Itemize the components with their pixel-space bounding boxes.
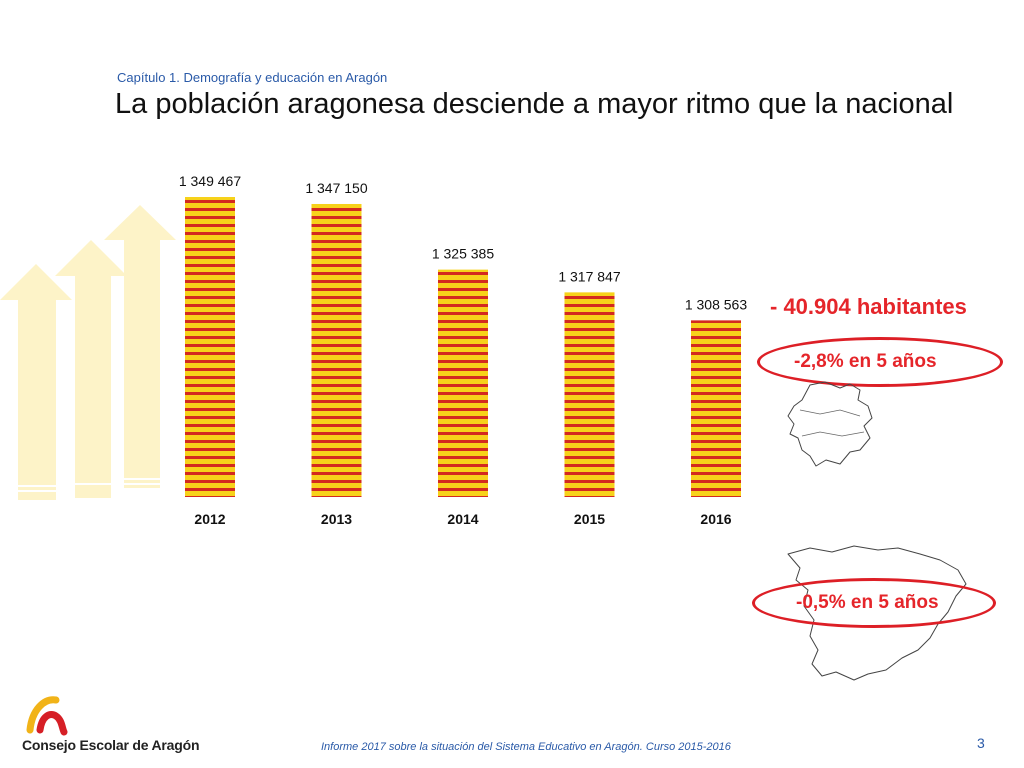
bar-2012 bbox=[185, 197, 235, 497]
bar-2014 bbox=[438, 269, 488, 497]
value-label-2012: 1 349 467 bbox=[179, 173, 241, 189]
page-number: 3 bbox=[977, 735, 985, 751]
category-label-2013: 2013 bbox=[321, 511, 352, 527]
bar-2015 bbox=[564, 292, 615, 497]
aragon-percent-change: -2,8% en 5 años bbox=[794, 351, 937, 372]
spain-change-ellipse bbox=[752, 578, 996, 628]
page-title: La población aragonesa desciende a mayor… bbox=[115, 88, 954, 120]
category-label-2015: 2015 bbox=[574, 511, 605, 527]
org-name: Consejo Escolar de Aragón bbox=[22, 737, 200, 753]
aragon-map-outline bbox=[787, 381, 873, 467]
value-label-2013: 1 347 150 bbox=[305, 180, 367, 196]
chapter-subtitle: Capítulo 1. Demografía y educación en Ar… bbox=[117, 70, 388, 85]
value-label-2016: 1 308 563 bbox=[685, 296, 747, 312]
value-label-2014: 1 325 385 bbox=[432, 246, 494, 262]
decorative-arrows bbox=[0, 205, 176, 500]
category-label-2016: 2016 bbox=[700, 511, 731, 527]
bar-2013 bbox=[311, 203, 362, 497]
bar-2016 bbox=[691, 320, 741, 497]
category-label-2012: 2012 bbox=[194, 511, 225, 527]
spain-percent-change: -0,5% en 5 años bbox=[796, 592, 939, 613]
value-label-2015: 1 317 847 bbox=[558, 268, 620, 284]
consejo-escolar-logo bbox=[26, 696, 68, 736]
report-footer: Informe 2017 sobre la situación del Sist… bbox=[321, 741, 731, 753]
population-bar-chart: 1 349 467 2012 1 347 150 2013 1 325 385 2014 1… bbox=[179, 173, 747, 527]
category-label-2014: 2014 bbox=[447, 511, 478, 527]
aragon-change-ellipse bbox=[757, 337, 1003, 387]
habitantes-change: - 40.904 habitantes bbox=[770, 294, 967, 319]
